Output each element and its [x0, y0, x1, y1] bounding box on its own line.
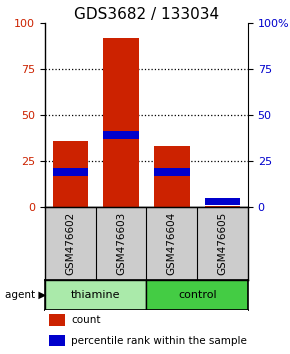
- Title: GDS3682 / 133034: GDS3682 / 133034: [74, 7, 219, 22]
- Bar: [49, 335, 65, 347]
- Bar: [103, 38, 139, 207]
- Text: GSM476603: GSM476603: [116, 212, 126, 275]
- Bar: [52, 141, 88, 207]
- Text: GSM476602: GSM476602: [65, 212, 75, 275]
- Bar: [154, 168, 190, 176]
- Text: GSM476605: GSM476605: [218, 212, 228, 275]
- Bar: [205, 206, 240, 207]
- Text: thiamine: thiamine: [71, 290, 120, 300]
- Bar: [205, 198, 240, 205]
- Text: agent ▶: agent ▶: [5, 290, 46, 300]
- Bar: [103, 131, 139, 139]
- Bar: [45, 280, 146, 310]
- Bar: [52, 168, 88, 176]
- Bar: [154, 146, 190, 207]
- Bar: [49, 314, 65, 326]
- Text: control: control: [178, 290, 217, 300]
- Text: GSM476604: GSM476604: [167, 212, 177, 275]
- Text: count: count: [71, 315, 101, 325]
- Text: percentile rank within the sample: percentile rank within the sample: [71, 336, 247, 346]
- Bar: [146, 280, 248, 310]
